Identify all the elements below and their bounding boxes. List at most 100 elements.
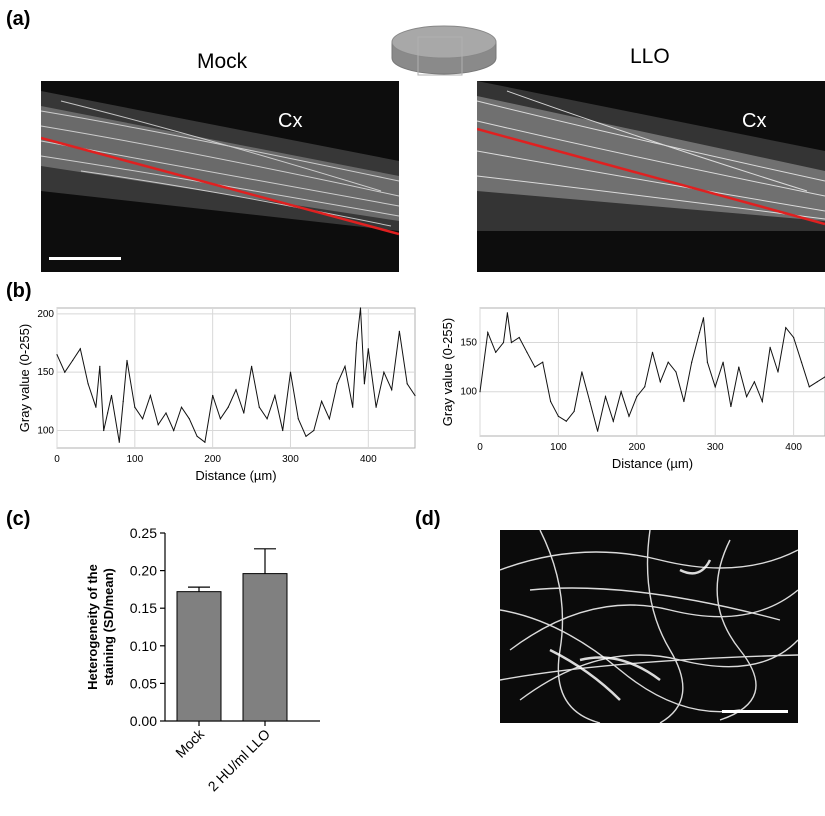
profile-point — [495, 351, 497, 353]
profile-point — [56, 354, 58, 356]
profile-point — [502, 341, 505, 344]
profile-point — [321, 400, 323, 402]
profile-point — [542, 361, 544, 363]
profile-point — [667, 361, 669, 363]
profile-point — [753, 381, 755, 383]
y-tick-label: 0.05 — [130, 675, 157, 691]
profile-point — [367, 348, 369, 350]
y-tick-label: 150 — [460, 337, 477, 348]
profile-point — [506, 312, 508, 314]
profile-point — [356, 342, 358, 344]
profile-point — [816, 381, 818, 383]
llo-intensity-profile: 0 100 200 300 400 100 150 Distance (µm) Gray val… — [440, 307, 825, 471]
profile-point — [691, 361, 693, 363]
profile-point — [636, 396, 638, 398]
profile-point — [573, 410, 575, 412]
profile-point — [188, 418, 190, 420]
profile-point — [761, 400, 763, 403]
profile-point — [526, 351, 528, 353]
mock-intensity-profile: 0 100 200 300 400 100 150 200 Distance (µm) Gray … — [17, 307, 416, 483]
profile-point — [72, 359, 74, 362]
x-tick-label: 0 — [477, 442, 483, 453]
panel-d-label: (d) — [415, 508, 441, 530]
x-category-label: 2 HU/ml LLO — [205, 726, 274, 795]
profile-point — [659, 381, 661, 383]
x-tick-label: 300 — [707, 442, 724, 453]
y-tick-label: 150 — [37, 367, 54, 378]
profile-point — [219, 418, 221, 420]
profile-point — [99, 365, 101, 367]
x-tick-label: 100 — [126, 454, 143, 465]
profile-point — [196, 435, 198, 437]
y-axis-title-line1: Heterogeneity of the — [85, 564, 100, 690]
mock-cx-label: Cx — [278, 110, 303, 132]
profile-point — [251, 365, 253, 367]
profile-point — [581, 371, 583, 373]
profile-point — [510, 341, 512, 344]
profile-point — [597, 430, 599, 432]
profile-line — [56, 307, 416, 444]
profile-point — [142, 418, 144, 420]
profile-point — [126, 359, 128, 362]
profile-point — [414, 394, 416, 397]
profile-point — [730, 405, 732, 408]
profile-point — [777, 371, 779, 373]
profile-point — [589, 400, 591, 403]
profile-point — [359, 307, 362, 309]
profile-point — [706, 361, 708, 363]
profile-point — [479, 391, 481, 393]
y-tick-label: 0.20 — [130, 563, 157, 579]
y-tick-label: 0.15 — [130, 600, 157, 616]
profile-point — [612, 420, 614, 422]
profile-point — [289, 371, 292, 373]
profile-point — [534, 366, 536, 368]
panel-c-label: (c) — [6, 508, 31, 530]
profile-point — [282, 429, 284, 432]
profile-point — [157, 424, 159, 426]
x-tick-label: 200 — [204, 454, 221, 465]
profile-point — [675, 371, 677, 373]
profile-point — [235, 389, 237, 391]
profile-point — [313, 429, 315, 432]
profile-point — [122, 400, 124, 402]
profile-point — [651, 351, 654, 353]
profile-point — [557, 415, 559, 417]
profile-point — [212, 394, 214, 397]
profile-point — [95, 406, 97, 408]
profile-point — [383, 371, 385, 373]
mock-micrograph — [41, 81, 399, 272]
profile-point — [391, 389, 393, 391]
profile-point — [702, 317, 705, 319]
y-tick-label: 100 — [460, 387, 477, 398]
profile-point — [305, 435, 307, 437]
plot-frame — [479, 307, 825, 437]
profile-point — [344, 365, 346, 367]
y-tick-label: 100 — [37, 426, 54, 437]
profile-point — [722, 361, 724, 363]
profile-point — [738, 366, 740, 368]
profile-point — [258, 406, 260, 408]
profile-point — [487, 332, 489, 334]
x-tick-label: 400 — [360, 454, 377, 465]
profile-point — [628, 415, 630, 417]
profile-point — [328, 418, 330, 420]
profile-point — [698, 332, 701, 334]
profile-point — [336, 383, 338, 385]
profile-point — [243, 412, 245, 414]
profile-point — [398, 330, 400, 332]
bar — [242, 573, 288, 722]
profile-point — [406, 383, 408, 385]
profile-point — [274, 394, 276, 397]
fiber-micrograph — [500, 530, 798, 723]
profile-point — [165, 412, 167, 414]
profile-point — [79, 348, 81, 350]
profile-point — [297, 418, 299, 420]
profile-point — [180, 406, 183, 408]
profile-point — [149, 394, 151, 397]
profile-point — [375, 406, 377, 408]
profile-point — [227, 406, 229, 408]
x-axis-title: Distance (µm) — [612, 456, 693, 471]
brain-slice-schematic — [391, 25, 497, 76]
profile-point — [808, 386, 810, 388]
